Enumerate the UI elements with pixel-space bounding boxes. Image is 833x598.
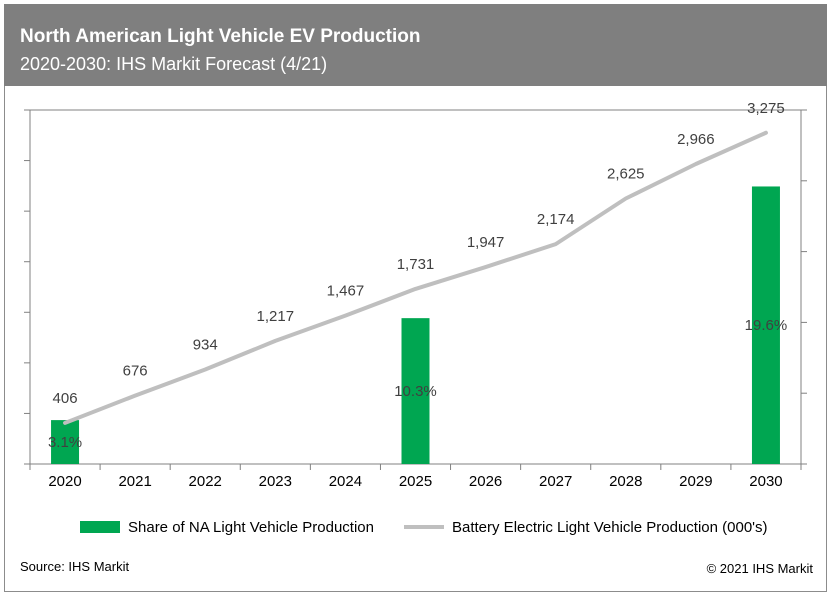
line-data-label: 3,275 <box>747 100 785 117</box>
chart-subtitle: 2020-2030: IHS Markit Forecast (4/21) <box>20 54 328 74</box>
x-tick-label: 2030 <box>749 473 782 490</box>
x-tick-label: 2024 <box>329 473 362 490</box>
copyright-note: © 2021 IHS Markit <box>706 561 813 576</box>
bar-share <box>51 420 80 464</box>
line-data-label: 1,217 <box>257 308 295 325</box>
bar-share <box>401 318 430 464</box>
x-tick-label: 2026 <box>469 473 502 490</box>
line-bev-production <box>63 130 768 425</box>
legend-label-line: Battery Electric Light Vehicle Productio… <box>452 519 768 536</box>
legend-label-bar: Share of NA Light Vehicle Production <box>128 519 374 536</box>
line-data-label: 2,174 <box>537 211 575 228</box>
chart-header: North American Light Vehicle EV Producti… <box>4 4 827 86</box>
x-tick-label: 2020 <box>48 473 81 490</box>
x-tick-label: 2029 <box>679 473 712 490</box>
bar-data-label: 19.6% <box>745 317 788 334</box>
line-data-label: 676 <box>123 363 148 380</box>
x-tick-label: 2027 <box>539 473 572 490</box>
x-tick-label: 2023 <box>259 473 292 490</box>
chart-frame <box>4 4 827 592</box>
bar-share <box>751 186 780 465</box>
source-note: Source: IHS Markit <box>20 559 130 574</box>
chart-title: North American Light Vehicle EV Producti… <box>20 26 421 47</box>
line-data-label: 2,625 <box>607 166 645 183</box>
line-data-label: 2,966 <box>677 131 715 148</box>
line-data-label: 1,947 <box>467 234 505 251</box>
x-tick-label: 2022 <box>189 473 222 490</box>
x-tick-label: 2025 <box>399 473 432 490</box>
line-data-label: 406 <box>53 390 78 407</box>
x-tick-label: 2021 <box>118 473 151 490</box>
x-tick-label: 2028 <box>609 473 642 490</box>
line-data-label: 1,467 <box>327 283 365 300</box>
bar-data-label: 3.1% <box>48 434 82 451</box>
bar-data-label: 10.3% <box>394 383 437 400</box>
line-data-label: 934 <box>193 337 218 354</box>
legend-swatch-bar <box>80 521 120 533</box>
line-data-label: 1,731 <box>397 256 435 273</box>
